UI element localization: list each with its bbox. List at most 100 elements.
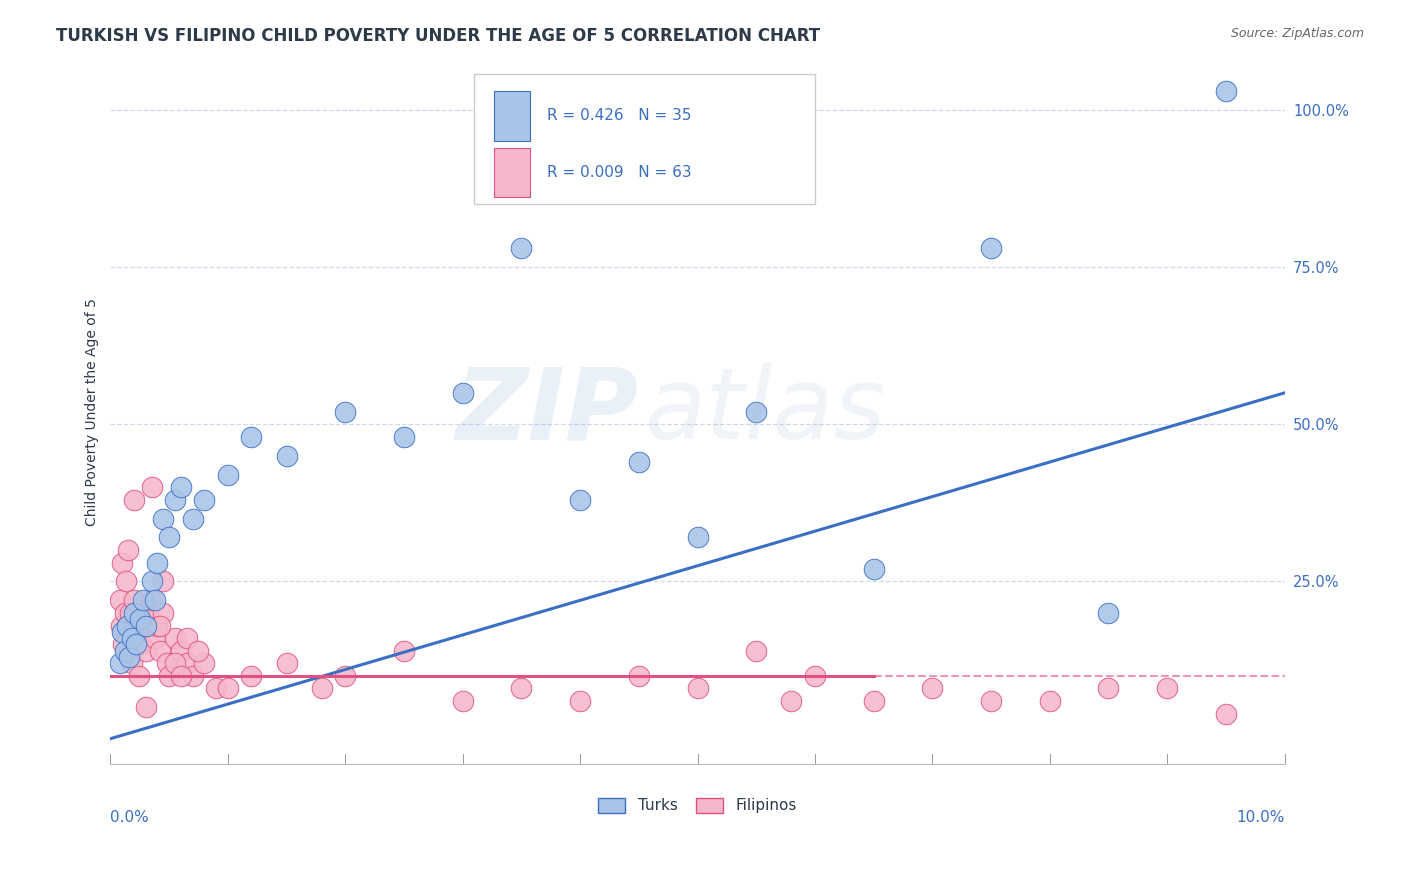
Point <box>152 511 174 525</box>
Point <box>118 643 141 657</box>
Point <box>510 681 533 696</box>
Point <box>335 405 357 419</box>
Point <box>108 593 131 607</box>
Point <box>115 618 138 632</box>
Point <box>111 556 134 570</box>
Point <box>510 241 533 255</box>
Point <box>862 694 884 708</box>
Point <box>1097 606 1119 620</box>
Point <box>176 657 198 671</box>
Point <box>780 694 803 708</box>
Text: atlas: atlas <box>645 363 886 460</box>
Point <box>128 606 150 620</box>
Point <box>205 681 228 696</box>
Point <box>627 669 650 683</box>
Point <box>149 618 172 632</box>
Point <box>132 618 155 632</box>
Point <box>141 574 163 589</box>
Point <box>686 681 709 696</box>
Point <box>217 681 239 696</box>
Point <box>112 637 135 651</box>
Point <box>980 694 1002 708</box>
Point <box>114 574 136 589</box>
Point <box>569 492 592 507</box>
Text: Source: ZipAtlas.com: Source: ZipAtlas.com <box>1230 27 1364 40</box>
Point <box>276 449 298 463</box>
Point <box>122 492 145 507</box>
Point <box>1156 681 1178 696</box>
Point <box>170 480 193 494</box>
Point <box>163 657 186 671</box>
Legend: Turks, Filipinos: Turks, Filipinos <box>592 792 803 820</box>
Point <box>129 637 152 651</box>
Text: 0.0%: 0.0% <box>111 810 149 824</box>
Point <box>128 669 150 683</box>
Point <box>193 492 215 507</box>
Text: TURKISH VS FILIPINO CHILD POVERTY UNDER THE AGE OF 5 CORRELATION CHART: TURKISH VS FILIPINO CHILD POVERTY UNDER … <box>56 27 820 45</box>
Point <box>745 405 768 419</box>
Text: R = 0.009   N = 63: R = 0.009 N = 63 <box>547 165 692 180</box>
Point <box>120 606 142 620</box>
Point <box>136 606 159 620</box>
Bar <box>495 91 530 141</box>
Point <box>311 681 333 696</box>
Point <box>117 543 139 558</box>
Point <box>193 657 215 671</box>
Point <box>181 669 204 683</box>
Point <box>156 657 179 671</box>
Point <box>392 643 415 657</box>
Point <box>980 241 1002 255</box>
Point <box>114 643 136 657</box>
Point <box>121 631 143 645</box>
Point <box>122 593 145 607</box>
Point <box>125 637 148 651</box>
Point <box>118 649 141 664</box>
Point <box>335 669 357 683</box>
Point <box>627 455 650 469</box>
Point <box>111 624 134 639</box>
Point <box>146 618 169 632</box>
Point <box>1215 706 1237 721</box>
Point <box>170 669 193 683</box>
Point <box>1039 694 1062 708</box>
Point <box>163 492 186 507</box>
Bar <box>495 148 530 197</box>
Point <box>392 430 415 444</box>
Point <box>276 657 298 671</box>
Point <box>176 631 198 645</box>
Point <box>163 631 186 645</box>
Point <box>240 430 263 444</box>
Y-axis label: Child Poverty Under the Age of 5: Child Poverty Under the Age of 5 <box>86 298 100 525</box>
Point <box>451 385 474 400</box>
Point <box>121 631 143 645</box>
Point <box>146 556 169 570</box>
Point <box>114 606 136 620</box>
Point <box>240 669 263 683</box>
Point <box>181 511 204 525</box>
Point <box>143 593 166 607</box>
Point <box>108 657 131 671</box>
Point <box>686 531 709 545</box>
Point <box>157 531 180 545</box>
Point <box>149 643 172 657</box>
Point <box>157 669 180 683</box>
Point <box>170 643 193 657</box>
Point <box>921 681 943 696</box>
Point <box>1097 681 1119 696</box>
Text: R = 0.426   N = 35: R = 0.426 N = 35 <box>547 109 692 123</box>
Point <box>1215 84 1237 98</box>
Point <box>125 618 148 632</box>
Point <box>569 694 592 708</box>
Point <box>141 480 163 494</box>
Point <box>451 694 474 708</box>
Text: ZIP: ZIP <box>456 363 638 460</box>
Point <box>132 593 155 607</box>
Point <box>187 643 209 657</box>
Point <box>862 562 884 576</box>
Point <box>745 643 768 657</box>
Point <box>804 669 827 683</box>
Point <box>135 643 157 657</box>
Point <box>128 612 150 626</box>
Point <box>217 467 239 482</box>
Point <box>115 618 138 632</box>
